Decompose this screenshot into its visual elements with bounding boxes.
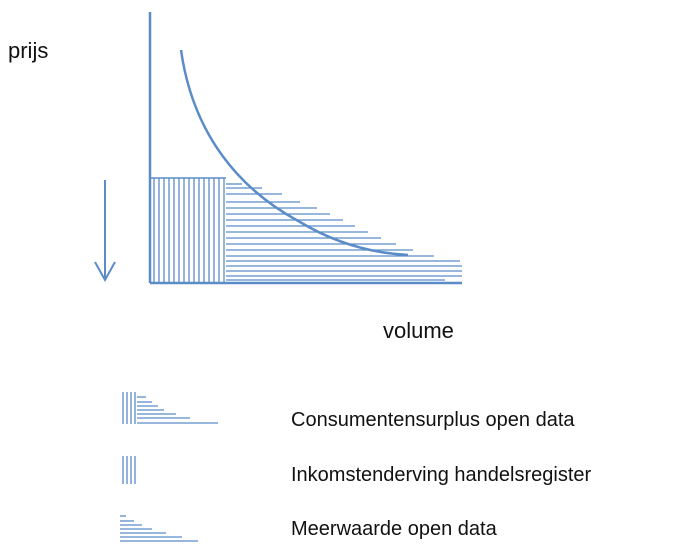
demand-curve <box>179 49 409 257</box>
legend-swatch-income-loss <box>122 456 136 484</box>
x-axis-label: volume <box>383 318 454 343</box>
legend-swatch-added-value <box>120 515 198 542</box>
vertical-hatch-area <box>150 177 226 282</box>
legend-swatch-consumer-surplus <box>122 392 218 424</box>
y-axis-label: prijs <box>8 38 49 63</box>
legend-label-income-loss: Inkomstenderving handelsregister <box>291 464 592 486</box>
legend-label-added-value: Meerwaarde open data <box>291 518 497 540</box>
horizontal-hatch-area <box>226 183 462 281</box>
price-down-arrow <box>94 180 116 283</box>
legend-label-consumer-surplus: Consumentensurplus open data <box>291 409 575 431</box>
